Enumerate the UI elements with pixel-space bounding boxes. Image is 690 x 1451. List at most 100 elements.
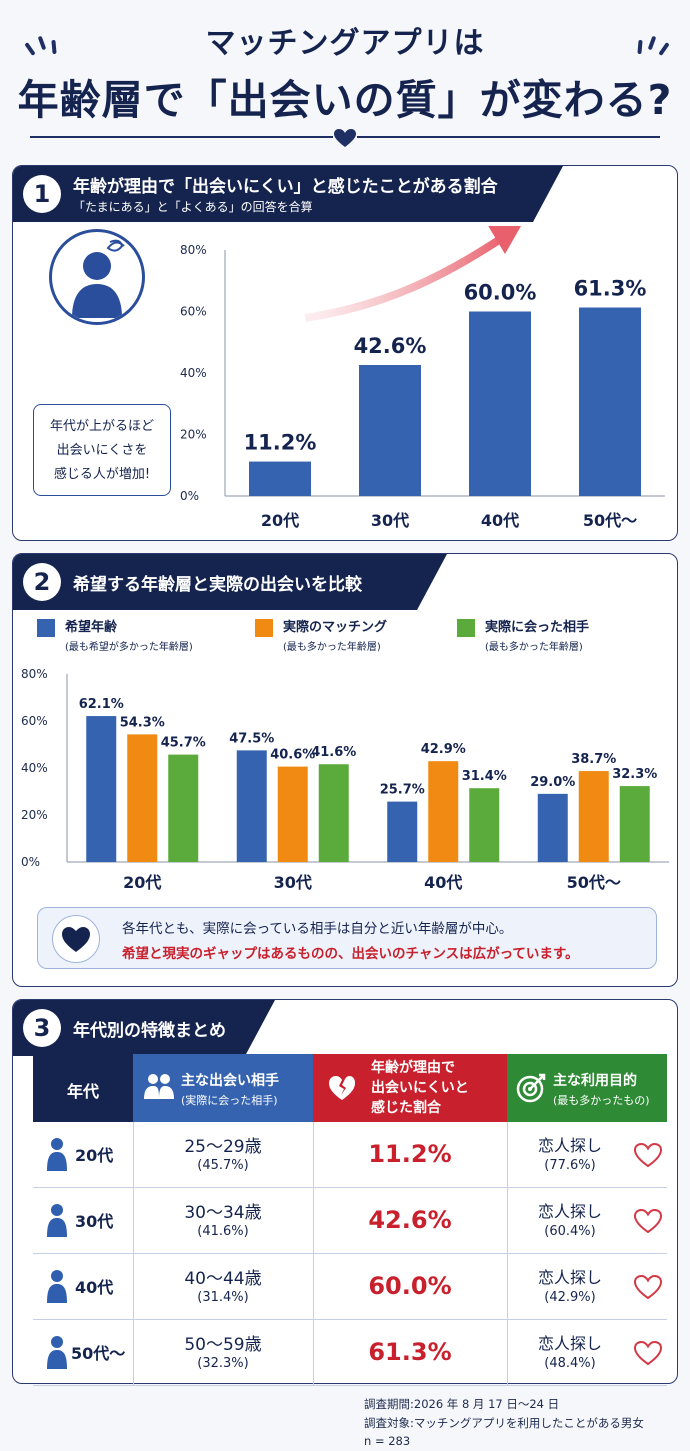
partner-range: 40〜44歳 xyxy=(184,1269,262,1289)
bar xyxy=(387,801,418,862)
rate-cell: 11.2% xyxy=(313,1122,507,1188)
partner-pct: (31.4%) xyxy=(197,1290,249,1305)
purpose-pct: (42.9%) xyxy=(544,1290,596,1305)
legend-swatch xyxy=(457,619,475,637)
y-tick-label: 60% xyxy=(21,714,48,728)
partner-pct: (32.3%) xyxy=(197,1356,249,1371)
heart-icon xyxy=(52,915,100,963)
age-cell: 30代 xyxy=(33,1188,133,1254)
bar xyxy=(578,771,609,862)
section2-header: 2 希望する年齢層と実際の出会いを比較 xyxy=(13,554,447,610)
bar xyxy=(168,754,199,862)
cell-divider xyxy=(133,1320,134,1386)
cell-divider xyxy=(133,1254,134,1320)
purpose-cell: 恋人探し (60.4%) xyxy=(507,1188,667,1254)
table-row: 40代 40〜44歳 (31.4%) 60.0% 恋人探し (42.9%) xyxy=(33,1254,667,1320)
bar xyxy=(86,716,117,862)
callout-line: 年代が上がるほど xyxy=(49,419,154,434)
bar xyxy=(127,734,158,862)
purpose-label: 恋人探し xyxy=(537,1136,602,1155)
confused-person-icon xyxy=(49,229,145,325)
y-tick-label: 0% xyxy=(180,489,199,503)
category-label: 20代 xyxy=(261,511,299,530)
value-label: 40.6% xyxy=(270,748,315,763)
bar xyxy=(236,750,267,862)
rate-cell: 61.3% xyxy=(313,1320,507,1386)
heart-outline-icon xyxy=(633,1208,663,1238)
age-cell: 40代 xyxy=(33,1254,133,1320)
difficulty-rate: 42.6% xyxy=(368,1206,452,1234)
age-label: 20代 xyxy=(75,1146,114,1165)
y-tick-label: 80% xyxy=(180,243,207,257)
section2-note: 各年代とも、実際に会っている相手は自分と近い年齢層が中心。 希望と現実のギャップ… xyxy=(37,907,657,969)
title-area: マッチングアプリは 年齢層で「出会いの質」が変わる? xyxy=(0,0,690,150)
callout-line: 出会いにくさを xyxy=(56,443,148,458)
value-label: 45.7% xyxy=(161,736,206,751)
age-cell: 50代〜 xyxy=(33,1320,133,1386)
legend-label: 実際のマッチング xyxy=(283,620,388,635)
legend-label: 実際に会った相手 xyxy=(485,620,590,635)
header-age: 年代 xyxy=(33,1054,133,1122)
purpose-label: 恋人探し xyxy=(537,1268,602,1287)
partner-range: 25〜29歳 xyxy=(184,1137,262,1157)
y-tick-label: 40% xyxy=(21,761,48,775)
purpose-cell: 恋人探し (77.6%) xyxy=(507,1122,667,1188)
cell-divider xyxy=(507,1188,508,1254)
bar xyxy=(469,311,531,496)
table-row: 50代〜 50〜59歳 (32.3%) 61.3% 恋人探し (48.4%) xyxy=(33,1320,667,1386)
value-label: 31.4% xyxy=(462,769,507,784)
value-label: 29.0% xyxy=(530,775,575,790)
y-tick-label: 20% xyxy=(180,428,207,442)
y-tick-label: 0% xyxy=(21,855,40,869)
person-icon xyxy=(47,1137,67,1175)
age-label: 30代 xyxy=(75,1212,114,1231)
sample-size: n = 283 xyxy=(364,1434,411,1448)
survey-target: 調査対象:マッチングアプリを利用したことがある男女 xyxy=(364,1416,644,1430)
bar xyxy=(249,461,311,496)
heart-outline-icon xyxy=(633,1340,663,1370)
value-label: 42.6% xyxy=(354,334,427,358)
header-difficulty: 年齢が理由で 出会いにくいと 感じた割合 xyxy=(313,1054,507,1122)
section1-panel: 1 年齢が理由で「出会いにくい」と感じたことがある割合 「たまにある」と「よくあ… xyxy=(12,165,678,541)
value-label: 62.1% xyxy=(79,697,124,712)
heart-outline-icon xyxy=(633,1142,663,1172)
section3-panel: 3 年代別の特徴まとめ 年代 主な出会い相手 (実際に会った相手) 年齢が理由で… xyxy=(12,999,678,1386)
value-label: 25.7% xyxy=(380,783,425,798)
section2-panel: 2 希望する年齢層と実際の出会いを比較 希望年齢 (最も希望が多かった年齢層) … xyxy=(12,553,678,987)
y-tick-label: 40% xyxy=(180,366,207,380)
category-label: 40代 xyxy=(424,873,462,892)
section1-number: 1 xyxy=(23,175,61,213)
bar xyxy=(318,764,349,862)
cell-divider xyxy=(313,1320,314,1386)
difficulty-rate: 60.0% xyxy=(368,1272,452,1300)
value-label: 47.5% xyxy=(229,731,274,746)
bar xyxy=(619,786,650,862)
bar xyxy=(537,793,568,862)
bar xyxy=(428,761,459,862)
age-label: 50代〜 xyxy=(71,1344,126,1363)
value-label: 54.3% xyxy=(120,715,165,730)
trend-arrow-head xyxy=(488,226,521,254)
purpose-label: 恋人探し xyxy=(537,1334,602,1353)
partner-cell: 25〜29歳 (45.7%) xyxy=(133,1122,313,1188)
category-label: 30代 xyxy=(371,511,409,530)
age-cell: 20代 xyxy=(33,1122,133,1188)
legend-swatch xyxy=(37,619,55,637)
value-label: 61.3% xyxy=(574,277,647,301)
category-label: 30代 xyxy=(274,873,312,892)
section3-header: 3 年代別の特徴まとめ xyxy=(13,1000,275,1056)
section1-header: 1 年齢が理由で「出会いにくい」と感じたことがある割合 「たまにある」と「よくあ… xyxy=(13,166,563,222)
survey-period: 調査期間:2026 年 8 月 17 日〜24 日 xyxy=(364,1397,560,1411)
section2-title: 希望する年齢層と実際の出会いを比較 xyxy=(73,575,362,595)
target-icon xyxy=(515,1072,547,1108)
category-label: 50代〜 xyxy=(583,511,637,530)
header-partner: 主な出会い相手 (実際に会った相手) xyxy=(133,1054,313,1122)
broken-heart-icon xyxy=(327,1074,357,1106)
person-icon xyxy=(47,1335,67,1373)
partner-range: 30〜34歳 xyxy=(184,1203,262,1223)
section1-callout: 年代が上がるほど 出会いにくさを 感じる人が増加! xyxy=(33,404,171,496)
y-tick-label: 20% xyxy=(21,808,48,822)
section3-title: 年代別の特徴まとめ xyxy=(73,1021,226,1041)
partner-cell: 50〜59歳 (32.3%) xyxy=(133,1320,313,1386)
partner-pct: (45.7%) xyxy=(197,1158,249,1173)
